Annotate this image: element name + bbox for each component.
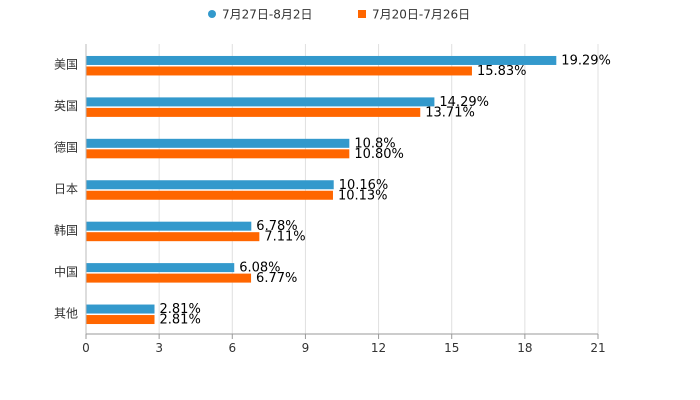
data-label: 14.29% <box>439 95 489 110</box>
x-tick-label: 6 <box>228 341 236 355</box>
bar-series2[interactable] <box>86 190 333 200</box>
data-label: 19.29% <box>561 53 611 68</box>
data-label: 10.16% <box>339 178 389 193</box>
data-label: 10.13% <box>338 188 388 203</box>
bar-series2[interactable] <box>86 149 350 159</box>
data-labels: 19.29% 15.83% 14.29%13.71% 10.8%10.80% 10.16… <box>160 53 611 327</box>
bar-series2[interactable] <box>86 232 260 242</box>
category-label: 中国 <box>54 264 78 279</box>
bar-series1[interactable] <box>86 97 435 107</box>
data-label: 13.71% <box>425 105 475 120</box>
bar-series1[interactable] <box>86 221 252 231</box>
bar-series2[interactable] <box>86 315 155 325</box>
legend-label: 7月20日-7月26日 <box>372 8 470 22</box>
x-tick-label: 3 <box>155 341 163 355</box>
legend[interactable]: 7月27日-8月2日 7月20日-7月26日 <box>208 8 470 22</box>
x-tick-label: 15 <box>444 341 459 355</box>
data-label: 6.78% <box>256 219 297 234</box>
x-tick-label: 18 <box>517 341 532 355</box>
data-label: 10.80% <box>354 147 404 162</box>
x-tick-label: 9 <box>302 341 310 355</box>
bar-series1[interactable] <box>86 55 557 65</box>
bars <box>86 55 557 325</box>
x-tick-label: 0 <box>82 341 90 355</box>
legend-dot-icon <box>208 10 216 18</box>
x-tick-label: 12 <box>371 341 386 355</box>
data-label: 10.8% <box>354 136 395 151</box>
bar-series2[interactable] <box>86 66 472 76</box>
bar-series1[interactable] <box>86 138 350 148</box>
legend-label: 7月27日-8月2日 <box>222 8 313 22</box>
bar-series1[interactable] <box>86 180 334 190</box>
x-tick-label: 21 <box>590 341 605 355</box>
legend-item-2[interactable]: 7月20日-7月26日 <box>358 8 470 22</box>
legend-square-icon <box>358 10 366 18</box>
category-label: 美国 <box>54 58 78 72</box>
bar-series1[interactable] <box>86 304 155 314</box>
data-label: 7.11% <box>264 230 305 245</box>
bar-series1[interactable] <box>86 263 235 273</box>
category-label: 德国 <box>54 140 78 155</box>
data-label: 6.08% <box>239 261 280 276</box>
data-label: 2.81% <box>160 313 201 328</box>
data-label: 6.77% <box>256 271 297 286</box>
data-label: 2.81% <box>160 302 201 317</box>
category-label: 日本 <box>54 182 78 196</box>
category-label: 韩国 <box>54 222 78 237</box>
bar-series2[interactable] <box>86 273 252 283</box>
legend-item-1[interactable]: 7月27日-8月2日 <box>208 8 313 22</box>
category-label: 英国 <box>54 99 78 113</box>
category-label: 其他 <box>54 306 78 320</box>
data-label: 15.83% <box>477 64 527 79</box>
bar-series2[interactable] <box>86 107 421 117</box>
